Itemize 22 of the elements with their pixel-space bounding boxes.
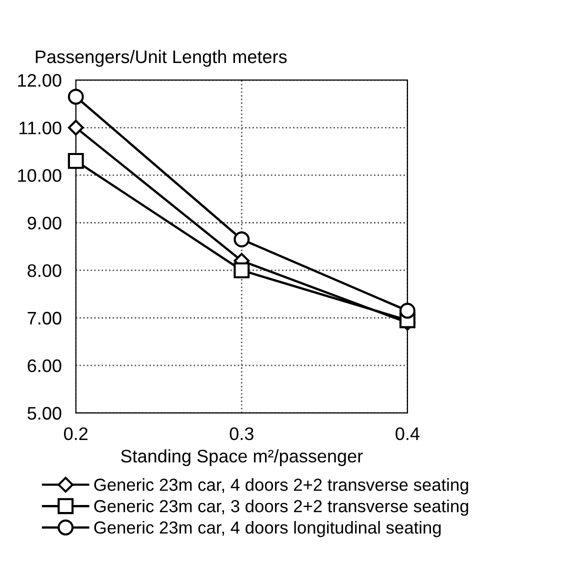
y-tick-label: 9.00 [28,216,62,230]
x-axis-title: Standing Space m²/passenger [121,449,363,466]
legend-label: Generic 23m car, 4 doors longitudinal seating [94,520,441,538]
point [234,231,250,248]
point [68,120,84,136]
y-tick-label: 12.00 [18,74,62,87]
y-axis-title: Passengers/Unit Length meters [36,50,287,67]
legend-label: Generic 23m car, 3 doors 2+2 transverse seating [94,500,468,516]
point [399,302,416,319]
y-tick-label: 5.00 [28,406,62,420]
legend-label: Generic 23m car, 4 doors 2+2 transverse seating [94,478,468,494]
y-tick-label: 7.00 [28,312,62,325]
x-tick-label: 0.4 [396,427,420,440]
point [68,152,84,169]
point [68,88,84,105]
point [234,262,250,278]
x-tick-label: 0.3 [230,427,254,440]
x-tick-label: 0.2 [64,427,88,440]
y-tick-label: 6.00 [28,359,62,372]
y-tick-label: 10.00 [18,169,62,182]
y-tick-label: 8.00 [28,264,62,278]
y-tick-label: 11.00 [20,122,62,134]
